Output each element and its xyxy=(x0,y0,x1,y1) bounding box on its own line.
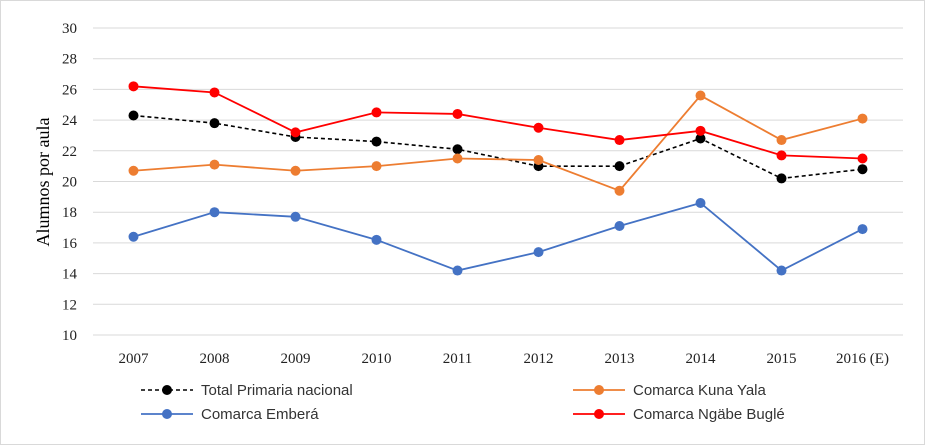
data-point xyxy=(857,153,868,164)
legend-label: Comarca Ngäbe Buglé xyxy=(633,406,785,423)
y-tick-label: 18 xyxy=(62,205,77,221)
data-point xyxy=(209,118,220,129)
data-point xyxy=(695,90,706,101)
data-point xyxy=(371,107,382,118)
legend-label: Comarca Kuna Yala xyxy=(633,382,767,399)
legend-label: Total Primaria nacional xyxy=(201,382,353,399)
legend-item: Comarca Emberá xyxy=(141,406,319,423)
y-tick-label: 10 xyxy=(62,328,77,344)
x-tick-label: 2014 xyxy=(686,351,717,367)
data-point xyxy=(209,207,220,218)
y-tick-label: 26 xyxy=(62,82,78,98)
y-tick-label: 30 xyxy=(62,21,77,37)
y-tick-labels: 10 12 14 16 18 20 22 24 26 28 30 xyxy=(62,21,78,344)
y-tick-label: 20 xyxy=(62,175,77,191)
x-tick-label: 2010 xyxy=(362,351,392,367)
data-point xyxy=(290,127,301,138)
data-point xyxy=(695,125,706,136)
data-point xyxy=(776,150,787,161)
legend-marker xyxy=(162,409,172,419)
y-tick-label: 28 xyxy=(62,52,77,68)
series-3 xyxy=(128,81,868,164)
data-point xyxy=(857,164,868,175)
data-point xyxy=(614,185,625,196)
legend: Total Primaria nacional Comarca Kuna Yala… xyxy=(141,382,785,423)
data-point xyxy=(290,211,301,222)
data-point xyxy=(695,197,706,208)
x-tick-label: 2015 xyxy=(767,351,797,367)
data-point xyxy=(857,224,868,235)
x-tick-label: 2011 xyxy=(443,351,472,367)
data-point xyxy=(614,221,625,232)
y-tick-label: 22 xyxy=(62,144,77,160)
y-tick-label: 16 xyxy=(62,236,78,252)
legend-item: Total Primaria nacional xyxy=(141,382,353,399)
legend-marker xyxy=(594,385,604,395)
data-point xyxy=(452,108,463,119)
gridlines xyxy=(93,27,903,336)
series-2 xyxy=(128,197,868,276)
series-0 xyxy=(128,110,868,184)
y-tick-label: 12 xyxy=(62,297,77,313)
data-point xyxy=(371,136,382,147)
legend-marker xyxy=(162,385,172,395)
y-tick-label: 24 xyxy=(62,113,78,129)
data-point xyxy=(209,159,220,170)
data-point xyxy=(614,135,625,146)
data-point xyxy=(695,133,706,144)
series-1 xyxy=(128,90,868,196)
series-line xyxy=(133,201,863,272)
data-point xyxy=(128,81,139,92)
data-point xyxy=(209,87,220,98)
data-point xyxy=(776,173,787,184)
data-point xyxy=(533,155,544,166)
x-tick-label: 2007 xyxy=(119,351,150,367)
data-point xyxy=(533,122,544,133)
data-point xyxy=(452,265,463,276)
x-tick-labels: 2007 2008 2009 2010 2011 2012 2013 2014 2015 2016… xyxy=(119,351,889,367)
data-point xyxy=(857,113,868,124)
series-line xyxy=(133,114,863,180)
legend-item: Comarca Ngäbe Buglé xyxy=(573,406,785,423)
data-point xyxy=(128,110,139,121)
data-point xyxy=(128,165,139,176)
data-point xyxy=(128,231,139,242)
data-point xyxy=(614,161,625,172)
series-line xyxy=(133,85,863,160)
x-tick-label: 2009 xyxy=(281,351,311,367)
legend-item: Comarca Kuna Yala xyxy=(573,382,767,399)
data-point xyxy=(371,234,382,245)
data-point xyxy=(776,135,787,146)
y-tick-label: 14 xyxy=(62,267,78,283)
x-tick-label: 2013 xyxy=(605,351,635,367)
x-tick-label: 2016 (E) xyxy=(836,351,889,367)
x-tick-label: 2008 xyxy=(200,351,230,367)
data-point xyxy=(371,161,382,172)
series-lines xyxy=(128,81,868,276)
legend-marker xyxy=(594,409,604,419)
legend-label: Comarca Emberá xyxy=(201,406,319,423)
series-line xyxy=(133,94,863,192)
y-axis-title: Alumnos por aula xyxy=(33,118,53,247)
data-point xyxy=(452,153,463,164)
data-point xyxy=(452,144,463,155)
data-point xyxy=(533,247,544,258)
x-tick-label: 2012 xyxy=(524,351,554,367)
data-point xyxy=(290,165,301,176)
data-point xyxy=(776,265,787,276)
